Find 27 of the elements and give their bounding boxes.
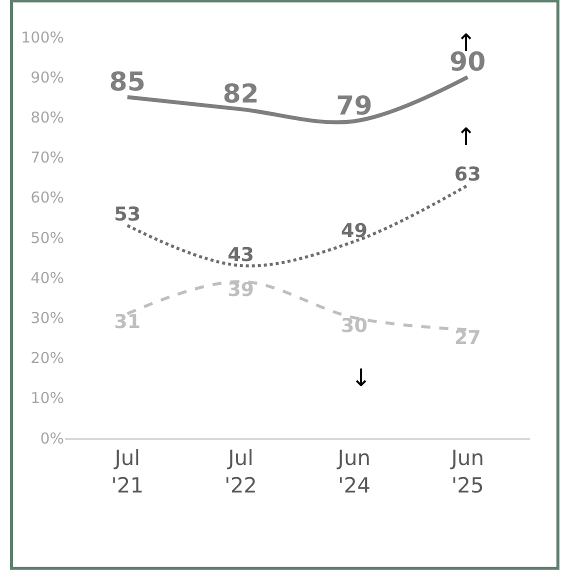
x-tick-label: Jun '24 [336,446,371,498]
data-label: 82 [222,80,259,110]
y-tick-label: 10% [30,389,64,408]
data-label: 85 [109,68,146,98]
data-label: 63 [454,164,481,186]
x-tick-label: Jul '22 [224,446,258,498]
y-tick-label: 70% [30,148,64,167]
y-tick-label: 80% [30,108,64,126]
y-tick-label: 30% [30,308,64,327]
y-tick-label: 0% [40,429,64,448]
x-tick-label: Jun '25 [449,446,484,498]
y-tick-label: 60% [30,188,64,207]
annotation: ↑ [456,123,476,151]
x-tick-label: Jul '21 [111,446,144,498]
data-label: 27 [454,326,481,349]
y-tick-label: 40% [30,268,64,287]
data-label: 53 [114,204,141,226]
y-tick-label: 50% [30,228,64,247]
y-tick-label: 90% [30,68,64,86]
data-label: 30 [340,314,368,337]
y-tick-label: 20% [30,349,64,368]
data-label: 43 [228,244,254,266]
data-label: 49 [340,220,368,242]
y-tick-label: 100% [21,28,64,46]
data-label: 79 [336,92,372,122]
annotation: ↓ [351,364,372,392]
data-label: 31 [114,310,141,333]
